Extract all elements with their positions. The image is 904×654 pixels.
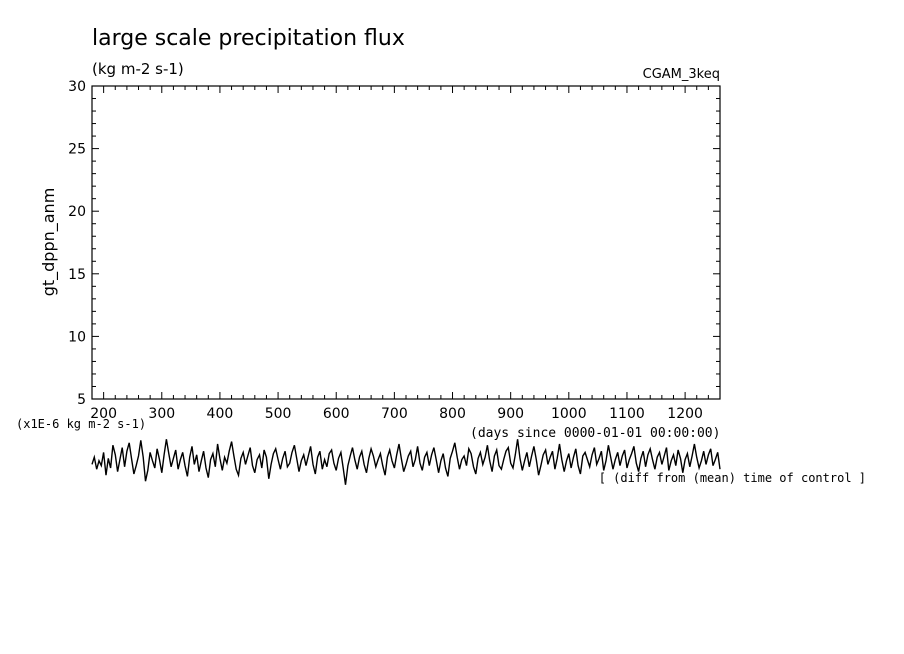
y-tick-label: 5	[77, 392, 86, 408]
y-tick-label: 20	[68, 204, 86, 220]
y-tick-label: 30	[68, 79, 86, 95]
x-tick-label: 500	[265, 406, 292, 422]
x-tick-label: 200	[90, 406, 117, 422]
plot-frame	[91, 85, 721, 400]
x-axis-label: (days since 0000-01-01 00:00:00)	[470, 426, 720, 441]
x-axis: 200 300 400 500 600 700 800 900 1000 1100 1200	[90, 86, 721, 422]
x-tick-label: 800	[439, 406, 466, 422]
x-tick-label: 900	[497, 406, 524, 422]
chart-subtitle: (kg m-2 s-1)	[92, 60, 184, 78]
x-tick-label: 600	[323, 406, 350, 422]
y-axis: 5 10 15 20 25 30	[68, 79, 720, 408]
footnote: [ (diff from (mean) time of control ]	[599, 471, 866, 485]
x-tick-label: 1000	[551, 406, 587, 422]
chart-title: large scale precipitation flux	[92, 26, 405, 51]
x-tick-label: 1100	[609, 406, 645, 422]
x-tick-label: 300	[148, 406, 175, 422]
y-axis-label: gt_dppn_anm	[39, 188, 59, 297]
x-tick-label: 700	[381, 406, 408, 422]
y-tick-label: 25	[68, 142, 86, 158]
x-tick-label: 400	[207, 406, 234, 422]
x-tick-label: 1200	[667, 406, 703, 422]
data-units-label: (x1E-6 kg m-2 s-1)	[16, 417, 146, 431]
series-line	[91, 439, 721, 485]
experiment-label: CGAM_3keq	[643, 67, 720, 82]
y-tick-label: 15	[68, 267, 86, 283]
y-tick-label: 10	[68, 329, 86, 345]
